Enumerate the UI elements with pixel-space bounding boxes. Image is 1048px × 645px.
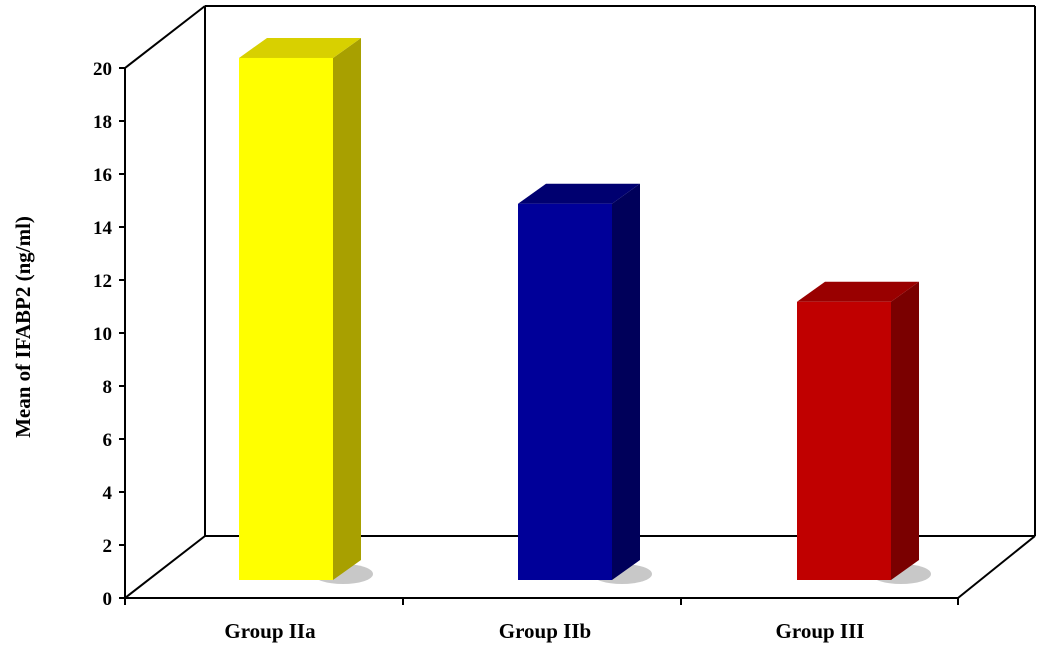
y-axis-title: Mean of IFABP2 (ng/ml) [11,216,35,438]
y-tick-label: 6 [103,430,113,451]
y-tick-label: 0 [103,589,113,610]
bar-side-face [612,183,640,580]
y-tick-label: 2 [103,536,113,557]
frame-line [124,535,206,599]
y-tick-label: 4 [103,483,113,504]
x-axis-labels: Group IIa Group IIb Group III [124,598,959,643]
bar-2 [518,183,640,580]
y-tick-label: 20 [93,59,112,80]
bar-top-face [518,183,640,204]
x-category-label: Group III [776,619,865,643]
y-tick-label: 16 [93,165,112,186]
bar-front-face [797,301,891,580]
frame-line [124,5,206,69]
bars-group [239,37,919,580]
y-tick-label: 10 [93,324,112,345]
x-category-label: Group IIb [499,619,591,643]
y-tick-label: 14 [93,218,113,239]
bar-top-face [797,281,919,302]
bar-3 [797,281,919,580]
y-tick-label: 12 [93,271,112,292]
frame-line [957,535,1036,599]
bar-side-face [891,281,919,580]
bar-front-face [518,203,612,580]
bar-top-face [239,37,361,58]
y-tick-label: 18 [93,112,112,133]
bar-front-face [239,57,333,580]
bar-1 [239,37,361,580]
x-category-label: Group IIa [224,619,316,643]
y-tick-label: 8 [103,377,113,398]
y-axis-ticks: 0 2 4 6 8 10 12 14 16 18 20 [93,59,125,610]
bar-side-face [333,37,361,580]
